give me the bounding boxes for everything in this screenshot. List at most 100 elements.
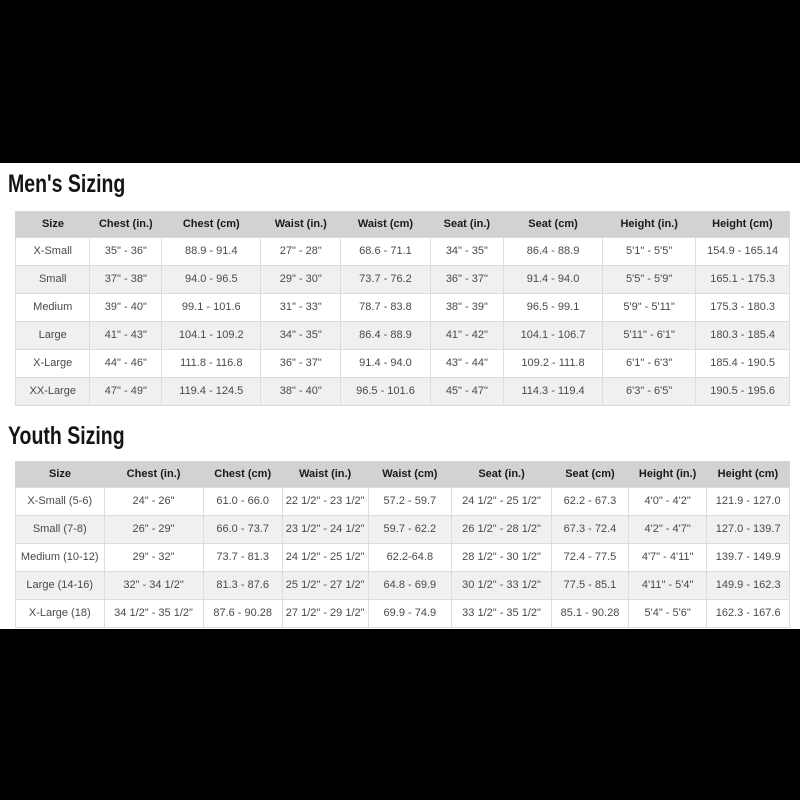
column-header: Height (in.) [628,461,707,488]
mens-sizing-title: Men's Sizing [0,163,800,198]
table-cell: X-Large [14,349,91,378]
table-cell: 96.5 - 99.1 [502,293,604,322]
table-cell: 175.3 - 180.3 [695,293,790,322]
table-cell: 180.3 - 185.4 [695,321,790,350]
column-header: Chest (cm) [203,461,283,488]
table-cell: 24 1/2" - 25 1/2" [281,543,369,572]
column-header: Waist (in.) [260,211,341,238]
table-cell: 36" - 37" [260,349,342,378]
table-cell: 4'11" - 5'4" [627,571,708,600]
table-cell: 64.8 - 69.9 [367,571,453,600]
table-cell: 139.7 - 149.9 [706,543,790,572]
table-cell: 27 1/2" - 29 1/2" [281,599,369,628]
table-cell: 119.4 - 124.5 [161,377,262,406]
table-cell: 72.4 - 77.5 [550,543,629,572]
table-cell: 121.9 - 127.0 [706,487,790,516]
table-cell: 67.3 - 72.4 [550,515,629,544]
table-row: XX-Large 47" - 49" 119.4 - 124.5 38" - 40" 9… [14,377,790,406]
table-cell: 28 1/2" - 30 1/2" [451,543,552,572]
table-cell: Medium (10-12) [15,543,105,572]
bottom-letterbox [0,629,800,800]
table-cell: 78.7 - 83.8 [340,293,431,322]
table-row: X-Small 35" - 36" 88.9 - 91.4 27" - 28" 68.6… [14,237,790,266]
table-cell: XX-Large [14,377,91,406]
table-cell: 162.3 - 167.6 [706,599,790,628]
table-row: Large (14-16) 32" - 34 1/2" 81.3 - 87.6 25 … [15,571,790,600]
table-cell: 4'0" - 4'2" [627,487,708,516]
table-cell: 37" - 38" [89,265,163,294]
table-cell: 66.0 - 73.7 [202,515,283,544]
table-cell: 5'5" - 5'9" [602,265,697,294]
table-cell: 34" - 35" [260,321,342,350]
table-cell: 77.5 - 85.1 [550,571,629,600]
table-cell: 38" - 39" [429,293,504,322]
table-cell: 86.4 - 88.9 [502,237,604,266]
youth-sizing-title: Youth Sizing [0,406,800,450]
table-cell: 91.4 - 94.0 [340,349,431,378]
table-cell: 23 1/2" - 24 1/2" [281,515,369,544]
column-header: Size [15,211,90,238]
table-cell: 59.7 - 62.2 [367,515,453,544]
table-cell: 24 1/2" - 25 1/2" [451,487,552,516]
table-row: X-Small (5-6) 24" - 26" 61.0 - 66.0 22 1/2"… [15,487,790,516]
table-cell: Small (7-8) [15,515,105,544]
column-header: Seat (in.) [451,461,552,488]
table-cell: Medium [14,293,91,322]
table-cell: 104.1 - 109.2 [161,321,262,350]
table-cell: 31" - 33" [260,293,342,322]
table-cell: 45" - 47" [429,377,504,406]
table-cell: 44" - 46" [89,349,163,378]
table-cell: 61.0 - 66.0 [202,487,283,516]
column-header: Seat (cm) [551,461,629,488]
table-cell: 111.8 - 116.8 [161,349,262,378]
table-cell: 62.2-64.8 [367,543,453,572]
table-cell: 26 1/2" - 28 1/2" [451,515,552,544]
table-row: Small 37" - 38" 94.0 - 96.5 29" - 30" 73.7 -… [14,265,790,294]
table-cell: 35" - 36" [89,237,163,266]
column-header: Chest (in.) [89,211,162,238]
column-header: Height (cm) [695,211,790,238]
table-cell: 88.9 - 91.4 [161,237,262,266]
mens-sizing-section: Men's Sizing Size Chest (in.) Chest (cm) Wa… [0,163,800,406]
table-cell: X-Small [14,237,91,266]
table-cell: 24" - 26" [103,487,204,516]
table-cell: 29" - 32" [103,543,204,572]
table-cell: 5'11" - 6'1" [602,321,697,350]
table-cell: 190.5 - 195.6 [695,377,790,406]
table-cell: 73.7 - 81.3 [202,543,283,572]
column-header: Height (in.) [602,211,696,238]
table-cell: 81.3 - 87.6 [202,571,283,600]
table-cell: 47" - 49" [89,377,163,406]
table-cell: 34" - 35" [429,237,504,266]
table-cell: 154.9 - 165.14 [695,237,790,266]
table-cell: 39" - 40" [89,293,163,322]
top-letterbox [0,0,800,163]
table-cell: 73.7 - 76.2 [340,265,431,294]
youth-sizing-table: Size Chest (in.) Chest (cm) Waist (in.) Wais… [15,461,790,628]
table-cell: 6'1" - 6'3" [602,349,697,378]
table-cell: 62.2 - 67.3 [550,487,629,516]
table-cell: 30 1/2" - 33 1/2" [451,571,552,600]
table-cell: X-Small (5-6) [15,487,105,516]
column-header: Waist (in.) [282,461,369,488]
column-header: Size [15,461,104,488]
table-row: Medium 39" - 40" 99.1 - 101.6 31" - 33" 78.7… [14,293,790,322]
table-cell: 5'4" - 5'6" [627,599,708,628]
column-header: Chest (cm) [161,211,261,238]
table-cell: 99.1 - 101.6 [161,293,262,322]
column-header: Seat (cm) [503,211,603,238]
table-cell: 85.1 - 90.28 [550,599,629,628]
column-header: Waist (cm) [340,211,431,238]
table-cell: 104.1 - 106.7 [502,321,604,350]
table-cell: 87.6 - 90.28 [202,599,283,628]
table-cell: 86.4 - 88.9 [340,321,431,350]
table-cell: 57.2 - 59.7 [367,487,453,516]
table-cell: 27" - 28" [260,237,342,266]
youth-sizing-section: Youth Sizing Size Chest (in.) Chest (cm) Wa… [0,406,800,628]
table-cell: 114.3 - 119.4 [502,377,604,406]
table-cell: 6'3" - 6'5" [602,377,697,406]
table-cell: 5'1" - 5'5" [602,237,697,266]
column-header: Waist (cm) [368,461,452,488]
table-cell: 4'2" - 4'7" [627,515,708,544]
table-cell: 33 1/2" - 35 1/2" [451,599,552,628]
